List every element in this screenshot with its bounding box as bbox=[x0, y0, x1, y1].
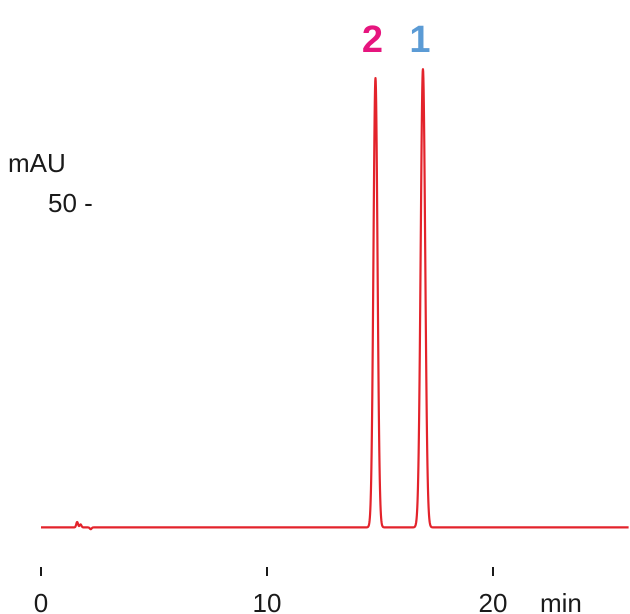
x-axis-ticks bbox=[40, 567, 494, 576]
x-tick-label: 0 bbox=[34, 588, 48, 614]
y-tick-label: 50 - bbox=[48, 188, 93, 218]
chromatogram-trace bbox=[40, 68, 630, 531]
x-axis-tick-labels: 0 10 20 bbox=[34, 588, 508, 614]
x-tick-label: 20 bbox=[479, 588, 508, 614]
x-tick-label: 10 bbox=[253, 588, 282, 614]
x-axis-unit-label: min bbox=[540, 588, 582, 614]
y-axis-unit-label: mAU bbox=[8, 148, 66, 178]
peak-2-label: 2 bbox=[362, 19, 383, 61]
y-axis-tick-labels: 50 - bbox=[48, 188, 93, 218]
peak-1-label: 1 bbox=[409, 19, 430, 61]
